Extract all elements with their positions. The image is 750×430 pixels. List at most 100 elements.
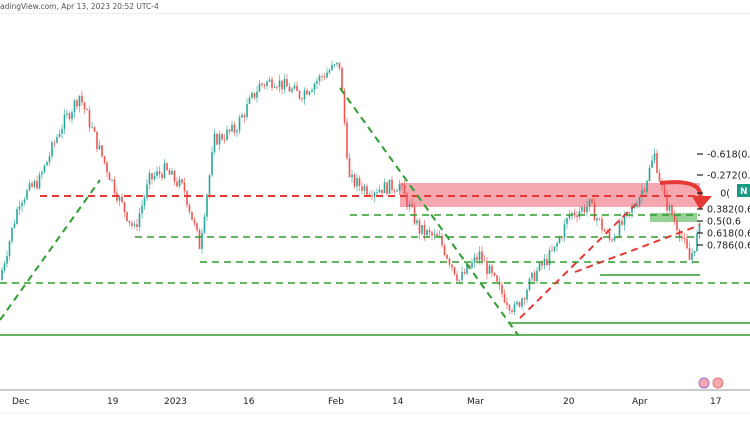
candle-body: [33, 181, 36, 187]
candle-body: [548, 250, 551, 266]
candle-body: [101, 145, 103, 157]
candle-body: [401, 184, 403, 185]
candle-body: [531, 272, 533, 279]
candle-body: [93, 127, 96, 132]
candle-body: [591, 198, 593, 203]
candle-body: [6, 255, 8, 264]
candle-body: [51, 142, 53, 157]
candle-body: [463, 272, 466, 274]
candle-body: [568, 214, 571, 219]
x-tick-label: Dec: [12, 397, 29, 407]
us-flag-event-icon[interactable]: [698, 377, 710, 389]
candle-body: [613, 237, 616, 241]
green-dashed-trendline: [0, 179, 101, 321]
candle-body: [271, 79, 273, 88]
candle-body: [111, 179, 113, 181]
candle-body: [263, 84, 266, 87]
candle-body: [291, 88, 293, 92]
candle-body: [518, 301, 521, 307]
candle-body: [621, 221, 623, 225]
candle-body: [68, 113, 71, 120]
candle-body: [231, 124, 233, 132]
candle-body: [423, 224, 426, 236]
candle-body: [643, 189, 646, 192]
candle-body: [598, 218, 601, 220]
candle-body: [373, 192, 376, 197]
candle-body: [153, 175, 156, 180]
candle-body: [453, 267, 456, 275]
candle-body: [96, 131, 98, 149]
candle-body: [208, 175, 211, 195]
candle-body: [648, 167, 651, 182]
green-dashed-trendline: [339, 87, 519, 336]
candle-body: [576, 215, 578, 217]
candle-body: [496, 275, 498, 282]
fib-level-label: 0.5(0.6: [707, 217, 741, 228]
candle-body: [386, 182, 388, 194]
candle-body: [243, 114, 246, 118]
candle-body: [303, 90, 306, 100]
us-flag-event-icon[interactable]: [712, 377, 724, 389]
candle-body: [446, 254, 448, 259]
candle-body: [573, 212, 576, 216]
candle-body: [641, 189, 643, 198]
candle-body: [683, 237, 686, 239]
candle-body: [238, 117, 241, 131]
candle-body: [668, 205, 671, 211]
candle-body: [211, 152, 213, 176]
candle-body: [653, 153, 656, 161]
candle-body: [483, 260, 486, 262]
candle-body: [106, 162, 108, 173]
candle-body: [691, 253, 693, 260]
candle-body: [213, 133, 216, 153]
candle-body: [563, 223, 566, 238]
candle-body: [216, 133, 218, 145]
candle-body: [258, 83, 261, 92]
candle-body: [23, 199, 26, 203]
candle-body: [428, 230, 431, 233]
candle-body: [546, 258, 548, 266]
x-tick-label: 2023: [164, 397, 187, 407]
candle-body: [611, 239, 613, 241]
time-axis: Dec 19 2023 16 Feb 14 Mar 20 Apr 17: [0, 377, 750, 414]
candle-body: [488, 265, 491, 274]
candle-body: [356, 178, 358, 187]
candle-body: [673, 215, 676, 222]
candle-body: [521, 298, 523, 307]
candle-body: [198, 230, 201, 249]
candle-body: [408, 203, 411, 208]
candle-body: [326, 72, 328, 78]
candle-body: [76, 100, 78, 107]
candle-body: [286, 79, 288, 87]
candle-body: [583, 207, 586, 213]
candle-body: [171, 171, 173, 175]
candle-body: [301, 98, 303, 100]
candle-body: [411, 203, 413, 207]
candle-body: [21, 202, 23, 207]
candle-body: [391, 179, 393, 191]
candle-body: [416, 220, 418, 224]
candle-body: [688, 248, 691, 260]
candle-body: [451, 264, 453, 268]
candle-body: [541, 262, 543, 266]
candle-body: [46, 161, 48, 166]
candle-body: [551, 250, 553, 252]
candle-body: [651, 160, 653, 168]
candle-body: [78, 95, 81, 107]
candle-body: [83, 102, 86, 110]
x-tick-label: Mar: [467, 397, 484, 407]
candle-body: [398, 184, 401, 192]
candle-body: [493, 272, 496, 276]
candle-body: [526, 290, 528, 300]
candle-body: [176, 181, 178, 187]
candle-body: [371, 195, 373, 197]
candle-body: [168, 170, 171, 175]
candle-body: [346, 122, 348, 159]
candle-body: [351, 174, 353, 178]
candle-body: [276, 86, 278, 88]
candle-body: [28, 183, 31, 191]
candle-body: [571, 212, 573, 215]
candle-body: [193, 219, 196, 224]
candle-body: [366, 186, 368, 195]
